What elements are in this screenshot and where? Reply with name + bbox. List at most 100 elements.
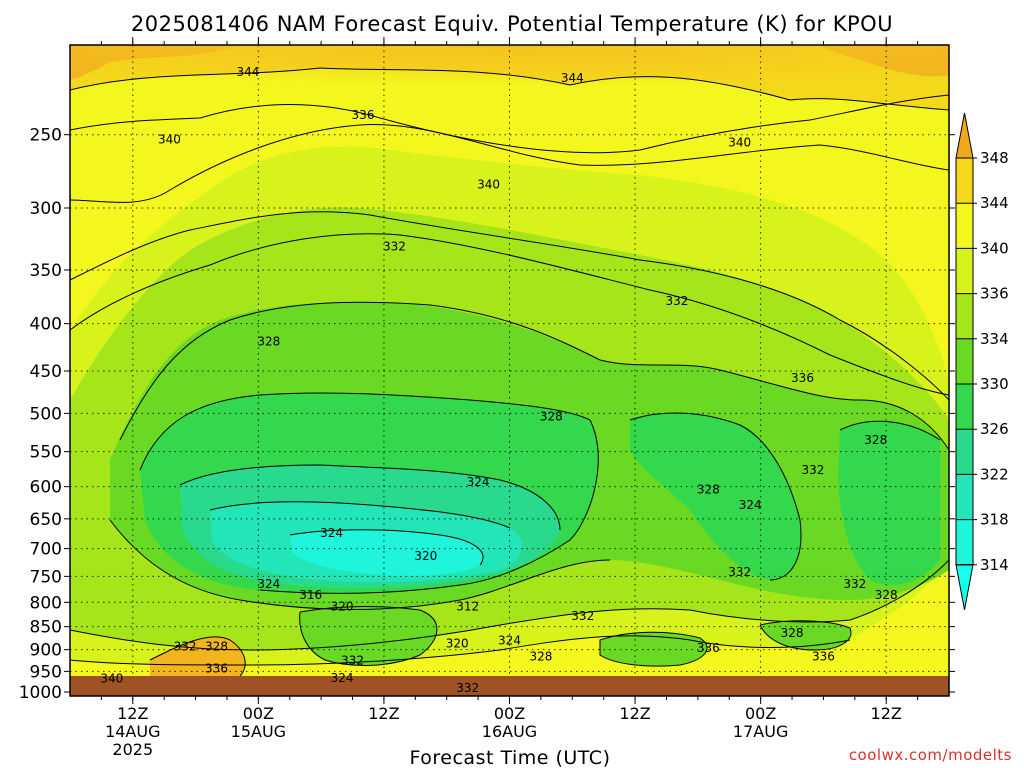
colorbar-label: 318 [980, 511, 1009, 529]
colorbar-swatch [956, 338, 973, 384]
x-tick-label: 00Z [243, 704, 274, 723]
x-tick-label: 12Z [117, 704, 148, 723]
contour-label: 324 [331, 671, 354, 685]
contour-line [119, 301, 601, 441]
contour-label: 328 [257, 334, 280, 348]
x-tick-date: 14AUG [105, 722, 160, 741]
contour-label: 340 [477, 178, 500, 192]
contour-label: 336 [812, 649, 835, 663]
y-tick-label: 850 [30, 618, 62, 638]
colorbar-label: 336 [980, 285, 1009, 303]
x-tick-label: 00Z [494, 704, 525, 723]
fill-surface-orange [150, 636, 246, 676]
contour-line [69, 233, 950, 396]
y-tick-label: 500 [30, 404, 62, 424]
y-tick-label: 250 [30, 126, 62, 146]
contour-line [629, 412, 802, 581]
contour-label: 332 [728, 565, 751, 579]
contour-label: 320 [331, 599, 354, 613]
x-tick-label: 12Z [871, 704, 902, 723]
contour-label: 344 [561, 71, 584, 85]
contour-label: 332 [802, 463, 825, 477]
contour-label: 316 [299, 588, 322, 602]
plot-area [69, 44, 950, 697]
contour-label: 340 [158, 132, 181, 146]
y-tick-label: 900 [30, 641, 62, 661]
contour-line [69, 635, 851, 666]
y-tick-label: 350 [30, 261, 62, 281]
colorbar-label: 326 [980, 420, 1009, 438]
contour-label: 328 [529, 649, 552, 663]
contour-line [109, 519, 611, 610]
fill-band-324-right [630, 413, 801, 580]
x-axis-title: Forecast Time (UTC) [410, 747, 611, 768]
contour-label: 328 [781, 626, 804, 640]
ground-surface [70, 676, 949, 696]
contour-line [139, 392, 591, 471]
contour-line [69, 124, 950, 203]
colorbar-bottom-triangle [955, 564, 974, 610]
contour-line [69, 94, 950, 154]
contour-lines [69, 67, 950, 677]
x-tick-label: 12Z [619, 704, 650, 723]
contour-line [759, 620, 852, 651]
x-tick-date: 17AUG [733, 722, 788, 741]
colorbar-label: 334 [980, 330, 1009, 348]
chart-title: 2025081406 NAM Forecast Equiv. Potential… [131, 12, 893, 36]
contour-line [149, 636, 246, 677]
colorbar-label: 348 [980, 149, 1009, 167]
x-tick-date: 16AUG [482, 722, 537, 741]
contour-label: 324 [739, 498, 762, 512]
colorbar-label: 314 [980, 556, 1009, 574]
contour-label: 324 [320, 526, 343, 540]
contour-line [209, 501, 511, 529]
colorbar: 348 344 340 336 334 330 326 322 318 314 [955, 112, 1009, 610]
contour-label: 328 [205, 640, 228, 654]
colorbar-swatch [956, 429, 973, 475]
contour-label: 324 [467, 475, 490, 489]
x-tick-date: 15AUG [231, 722, 286, 741]
x-tick-label: 12Z [368, 704, 399, 723]
colorbar-swatch [956, 519, 973, 565]
contour-value-labels: 344 344 340 336 340 340 332 332 328 336 328 328 332 3… [100, 65, 897, 695]
colorbar-label: 340 [980, 239, 1009, 257]
contour-label: 332 [571, 609, 594, 623]
colorbar-swatch [956, 248, 973, 294]
y-tick-label: 600 [30, 478, 62, 498]
credit-text: coolwx.com/modelts [849, 746, 1012, 764]
colorbar-top-triangle [955, 112, 974, 159]
grid-lines [70, 45, 949, 696]
contour-label: 324 [257, 577, 280, 591]
y-tick-label: 650 [30, 510, 62, 530]
contour-label: 332 [174, 640, 197, 654]
contour-line [599, 359, 950, 451]
colorbar-swatch [956, 384, 973, 430]
colorbar-swatch [956, 474, 973, 520]
y-tick-label: 550 [30, 443, 62, 463]
contour-line [69, 211, 950, 401]
colorbar-label: 344 [980, 194, 1009, 212]
colorbar-swatch [956, 293, 973, 339]
contour-label: 340 [100, 672, 123, 686]
y-tick-label: 400 [30, 315, 62, 335]
y-tick-label: 950 [30, 662, 62, 682]
contour-label: 332 [456, 681, 479, 695]
contour-label: 336 [205, 661, 228, 675]
contour-line [179, 464, 561, 531]
contour-label: 320 [414, 549, 437, 563]
fill-low-green-left [299, 606, 437, 666]
y-tick-label: 1000 [19, 683, 62, 703]
colorbar-swatch [956, 203, 973, 249]
contour-line [599, 631, 708, 667]
y-tick-label: 300 [30, 199, 62, 219]
contour-line [259, 419, 599, 594]
fill-band-324-far-right [838, 421, 940, 585]
contour-line [299, 605, 438, 666]
fill-band-312 [290, 529, 484, 577]
contour-label: 332 [341, 654, 364, 668]
contour-label: 336 [352, 108, 375, 122]
colorbar-swatch [956, 158, 973, 204]
contour-label: 328 [540, 410, 563, 424]
